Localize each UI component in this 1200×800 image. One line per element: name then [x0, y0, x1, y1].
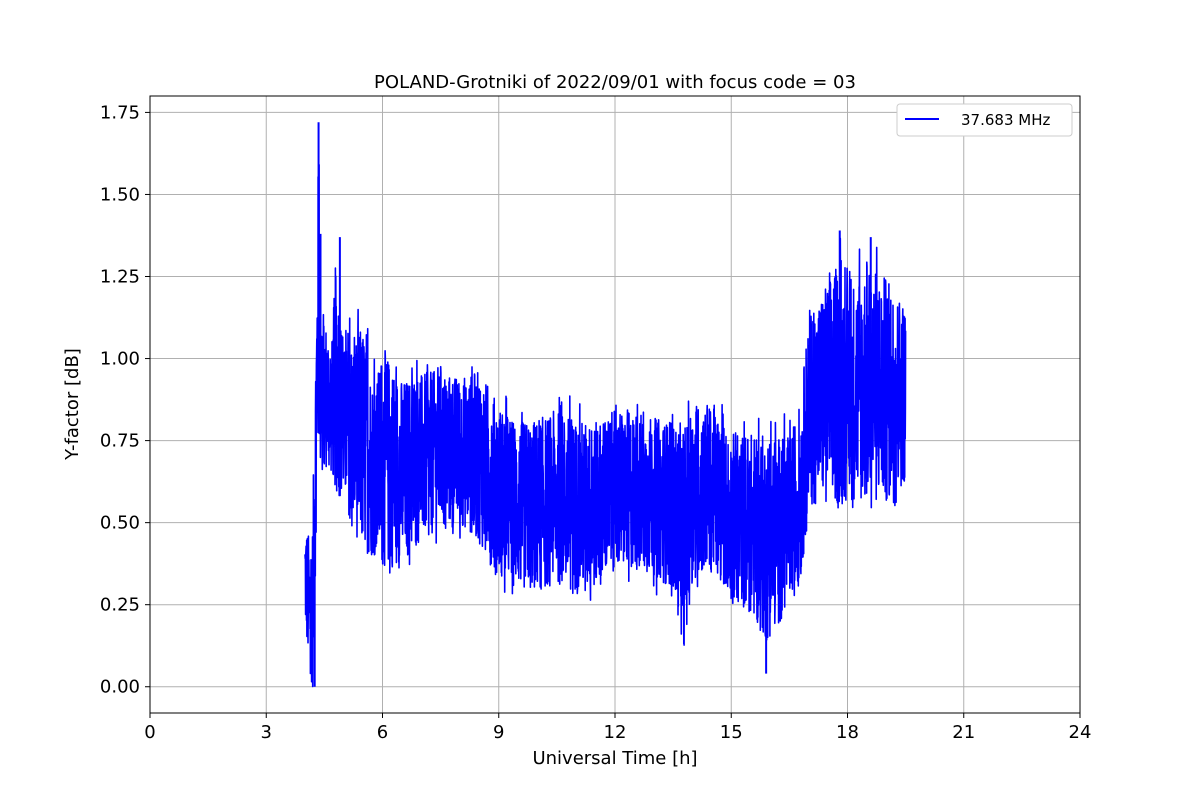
y-tick-label: 0.50 [100, 513, 140, 534]
x-axis-title: Universal Time [h] [532, 748, 697, 769]
x-tick-label: 18 [836, 722, 859, 743]
series-layer [304, 122, 907, 688]
grid-lines [149, 96, 1081, 713]
y-tick-label: 0.25 [100, 595, 140, 616]
x-tick-label: 21 [952, 722, 975, 743]
x-tick-label: 24 [1069, 722, 1092, 743]
x-tick-label: 3 [261, 722, 272, 743]
x-tick-label: 0 [144, 722, 155, 743]
y-tick-label: 0.00 [100, 677, 140, 698]
x-tick-label: 9 [493, 722, 504, 743]
series-line-37683 [304, 164, 907, 688]
y-tick-label: 0.75 [100, 431, 140, 452]
legend: 37.683 MHz [896, 103, 1073, 137]
y-tick-label: 1.00 [100, 349, 140, 370]
x-tick-label: 12 [604, 722, 627, 743]
x-tick-label: 15 [720, 722, 743, 743]
x-axis: 0 3 6 9 12 15 18 21 24 [144, 713, 1091, 743]
x-tick-label: 6 [377, 722, 388, 743]
y-axis-title: Y-factor [dB] [62, 348, 83, 461]
chart-title: POLAND-Grotniki of 2022/09/01 with focus… [374, 72, 856, 93]
y-axis: 0.00 0.25 0.50 0.75 1.00 1.25 1.50 1.75 [100, 102, 150, 698]
legend-box [896, 103, 1073, 137]
legend-label: 37.683 MHz [961, 111, 1050, 129]
y-tick-label: 1.50 [100, 184, 140, 205]
y-tick-label: 1.75 [100, 102, 140, 123]
y-tick-label: 1.25 [100, 267, 140, 288]
